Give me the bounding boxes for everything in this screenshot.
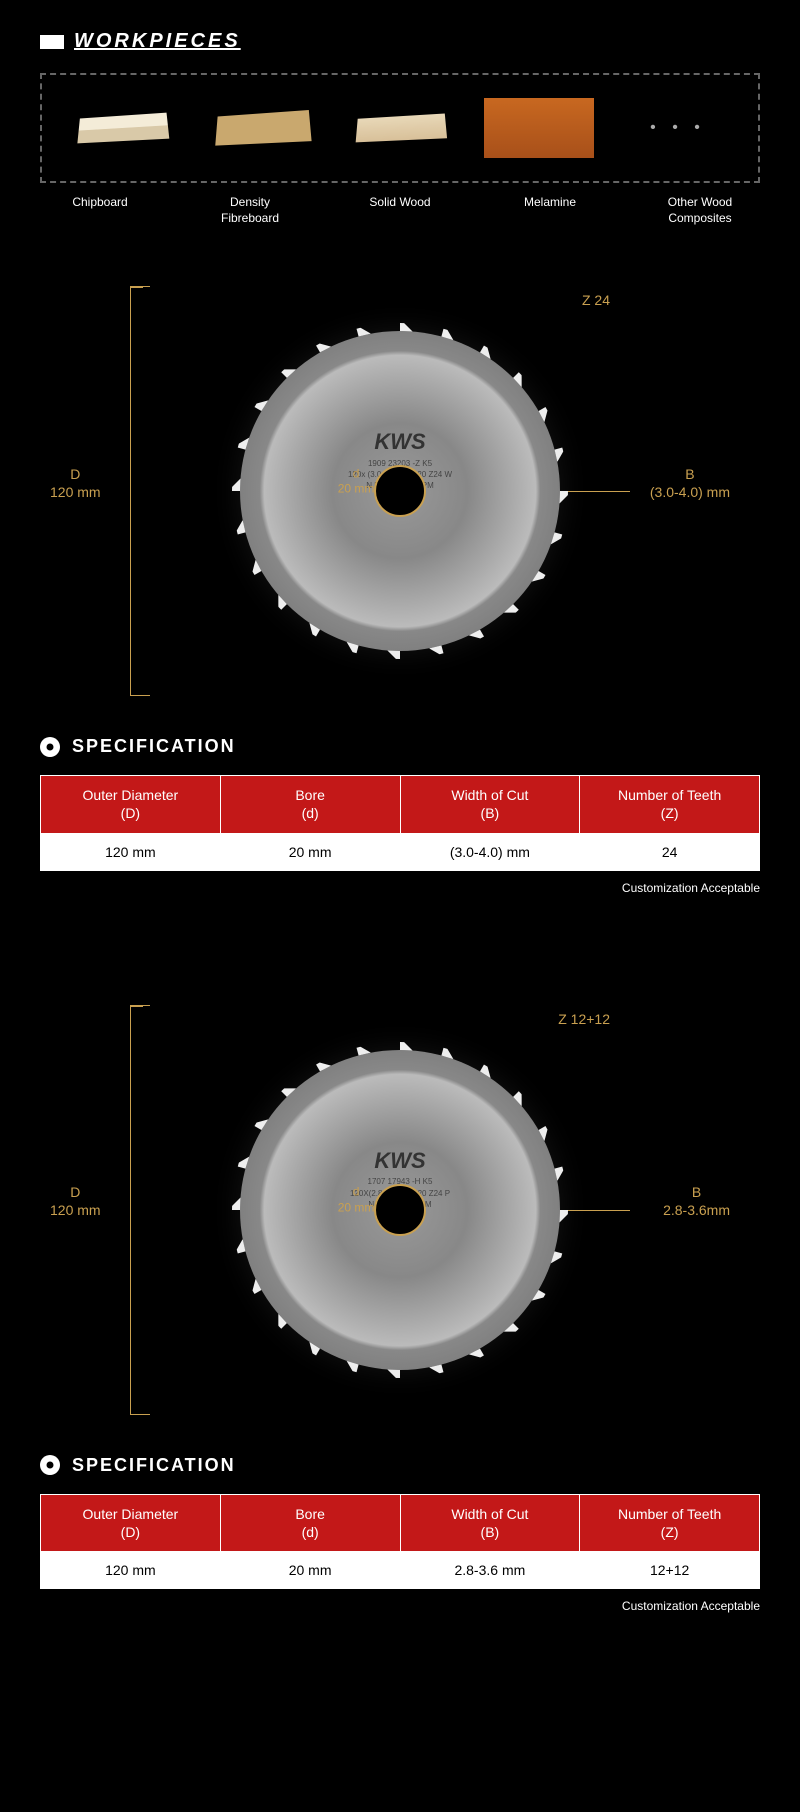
- dim-outer-d: D120 mm: [50, 1183, 101, 1219]
- spec-icon: [40, 737, 60, 757]
- col-teeth: Number of Teeth(Z): [580, 776, 760, 833]
- label-other: Other Wood Composites: [640, 195, 760, 226]
- customization-note-2: Customization Acceptable: [40, 1599, 760, 1613]
- blade-diagram-1: D120 mm Z 24 B(3.0-4.0) mm KWS 1909 2320…: [40, 276, 760, 706]
- dim-inner-d: d20 mm: [338, 1184, 375, 1215]
- workpieces-title: WORKPIECES: [74, 30, 241, 53]
- dim-inner-d: d20 mm: [338, 466, 375, 497]
- spec-header-2: SPECIFICATION: [40, 1455, 760, 1476]
- dim-b: B2.8-3.6mm: [663, 1183, 730, 1219]
- col-width: Width of Cut(B): [400, 1494, 580, 1551]
- customization-note-1: Customization Acceptable: [40, 881, 760, 895]
- label-fibreboard: Density Fibreboard: [190, 195, 310, 226]
- col-outer-d: Outer Diameter(D): [41, 1494, 221, 1551]
- table-row: 120 mm 20 mm (3.0-4.0) mm 24: [41, 833, 760, 870]
- saw-blade-1: KWS 1909 23203 -Z K5 120x (3.0-4.0) /2.2…: [240, 331, 560, 651]
- col-bore: Bore(d): [220, 776, 400, 833]
- dim-z: Z 12+12: [558, 1010, 610, 1028]
- spec-title: SPECIFICATION: [72, 736, 236, 757]
- spec-table-1: Outer Diameter(D) Bore(d) Width of Cut(B…: [40, 775, 760, 870]
- workpiece-solidwood: [340, 93, 460, 163]
- workpiece-other-dots: • • •: [618, 93, 738, 163]
- label-chipboard: Chipboard: [40, 195, 160, 226]
- blade-diagram-2: D120 mm Z 12+12 B2.8-3.6mm KWS 1707 1794…: [40, 995, 760, 1425]
- spec-icon: [40, 1455, 60, 1475]
- workpiece-labels: Chipboard Density Fibreboard Solid Wood …: [40, 195, 760, 226]
- workpieces-header: WORKPIECES: [40, 30, 760, 53]
- workpieces-box: • • •: [40, 73, 760, 183]
- label-solidwood: Solid Wood: [340, 195, 460, 226]
- label-melamine: Melamine: [490, 195, 610, 226]
- dim-b: B(3.0-4.0) mm: [650, 464, 730, 500]
- spec-title: SPECIFICATION: [72, 1455, 236, 1476]
- workpiece-fibreboard: [201, 93, 321, 163]
- col-outer-d: Outer Diameter(D): [41, 776, 221, 833]
- col-teeth: Number of Teeth(Z): [580, 1494, 760, 1551]
- blade-bore: [374, 1184, 426, 1236]
- spec-header-1: SPECIFICATION: [40, 736, 760, 757]
- dim-outer-d: D120 mm: [50, 464, 101, 500]
- header-marker: [40, 35, 64, 49]
- pointer-b: [560, 1210, 630, 1211]
- bracket-left: [130, 286, 150, 696]
- col-width: Width of Cut(B): [400, 776, 580, 833]
- table-row: 120 mm 20 mm 2.8-3.6 mm 12+12: [41, 1551, 760, 1588]
- pointer-b: [560, 491, 630, 492]
- col-bore: Bore(d): [220, 1494, 400, 1551]
- dim-z: Z 24: [582, 291, 610, 309]
- workpiece-melamine: [479, 93, 599, 163]
- saw-blade-2: KWS 1707 17943 -H K5 120X(2.8-3.6)/2.2X2…: [240, 1050, 560, 1370]
- bracket-left: [130, 1005, 150, 1415]
- workpiece-chipboard: [62, 93, 182, 163]
- blade-bore: [374, 465, 426, 517]
- spec-table-2: Outer Diameter(D) Bore(d) Width of Cut(B…: [40, 1494, 760, 1589]
